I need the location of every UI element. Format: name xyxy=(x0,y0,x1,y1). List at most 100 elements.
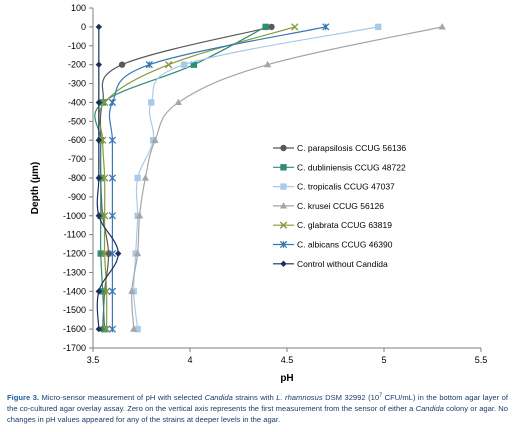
y-tick-label: -1300 xyxy=(63,267,86,277)
data-point xyxy=(102,287,111,296)
data-point xyxy=(151,136,159,143)
data-point xyxy=(148,99,155,106)
data-point xyxy=(279,221,288,229)
data-point xyxy=(180,61,188,68)
y-tick-label: -900 xyxy=(68,192,86,202)
data-point xyxy=(130,325,138,332)
data-point xyxy=(279,202,288,209)
data-point xyxy=(280,260,287,267)
data-point xyxy=(128,287,136,294)
series-line xyxy=(108,26,326,330)
data-point xyxy=(374,23,382,31)
data-point xyxy=(95,174,103,182)
y-tick-label: -400 xyxy=(68,97,86,107)
y-tick-label: -1700 xyxy=(63,343,86,353)
data-point xyxy=(438,23,446,30)
data-point xyxy=(134,249,142,257)
data-point xyxy=(145,61,153,69)
x-tick-label: 3.5 xyxy=(87,355,100,365)
y-tick-label: -600 xyxy=(68,135,86,145)
data-point xyxy=(108,249,117,258)
data-point xyxy=(99,136,107,144)
caption-text: DSM 32992 (10 xyxy=(322,393,380,402)
data-point xyxy=(100,174,109,182)
data-point xyxy=(190,61,198,68)
y-tick-label: -1100 xyxy=(64,230,86,240)
data-point xyxy=(134,325,141,333)
series-line xyxy=(99,26,272,330)
data-point xyxy=(115,250,122,257)
data-point xyxy=(95,288,103,295)
y-tick-label: -1600 xyxy=(63,324,86,334)
caption-superscript: 7 xyxy=(379,392,383,399)
data-point xyxy=(280,164,287,171)
y-tick-label: -300 xyxy=(68,79,86,89)
data-point xyxy=(99,99,106,106)
y-tick-label: -800 xyxy=(68,173,86,183)
data-point xyxy=(322,23,330,31)
data-point xyxy=(291,23,299,31)
figure-caption: Figure 3. Micro-sensor measurement of pH… xyxy=(7,393,508,425)
data-point xyxy=(264,60,272,68)
series-line xyxy=(98,26,295,330)
data-point xyxy=(108,174,117,182)
y-tick-label: -700 xyxy=(68,154,86,164)
data-point xyxy=(135,211,144,219)
y-tick-label: -1200 xyxy=(63,249,86,259)
y-axis-ticks: 100 0 -100 -200 -300 -400 -500 -600 -700 -800 -900… xyxy=(63,3,93,353)
caption-italic: Candida xyxy=(204,393,233,402)
data-point xyxy=(108,136,117,144)
y-axis-title: Depth (µm) xyxy=(30,162,41,214)
x-axis-ticks: 3.5 4 4.5 5 5.5 xyxy=(87,348,488,365)
caption-text: colony or agar. No changes in pH values … xyxy=(7,403,508,424)
y-tick-label: -500 xyxy=(68,116,86,126)
legend-label: C. dubliniensis CCUG 48722 xyxy=(297,162,406,172)
y-tick-label: -200 xyxy=(68,60,86,70)
figure-label: Figure 3. xyxy=(7,393,40,402)
data-point xyxy=(100,98,109,107)
caption-italic: L. rhamnosus xyxy=(276,393,323,402)
y-tick-label: -100 xyxy=(68,41,86,51)
legend-label: C. albicans CCUG 46390 xyxy=(297,240,393,250)
data-point xyxy=(108,287,117,295)
y-tick-label: 0 xyxy=(81,22,86,32)
data-point xyxy=(101,325,108,333)
caption-text: CFU/mL) in the bottom agar layer of the … xyxy=(7,393,509,413)
data-point xyxy=(95,61,103,68)
x-tick-label: 4.5 xyxy=(281,355,294,365)
chart-series xyxy=(94,23,446,333)
data-point xyxy=(141,174,149,181)
legend-label: Control without Candida xyxy=(297,259,388,269)
legend-label: C. krusei CCUG 56126 xyxy=(297,201,384,211)
x-tick-label: 5.5 xyxy=(475,355,488,365)
legend-label: C. tropicalis CCUG 47037 xyxy=(297,182,395,192)
x-tick-label: 4 xyxy=(187,355,192,365)
data-point xyxy=(134,174,141,182)
data-point xyxy=(279,240,288,249)
data-point xyxy=(95,212,103,219)
data-point xyxy=(280,144,287,152)
y-tick-label: -1400 xyxy=(63,286,86,296)
chart-legend: C. parapsilosis CCUG 56136 C. dubliniensi… xyxy=(273,143,406,269)
y-tick-label: -1500 xyxy=(63,305,86,315)
data-point xyxy=(100,212,109,220)
caption-text: Micro-sensor measurement of pH with sele… xyxy=(39,393,205,402)
data-point xyxy=(108,98,117,107)
series-line xyxy=(131,26,443,330)
series-line xyxy=(133,26,379,330)
caption-italic: Candida xyxy=(415,403,444,413)
data-point xyxy=(108,212,117,220)
y-tick-label: 100 xyxy=(71,3,86,13)
y-tick-label: -1000 xyxy=(63,211,86,221)
data-point xyxy=(174,98,182,106)
legend-label: C. glabrata CCUG 63819 xyxy=(297,220,392,230)
data-point xyxy=(262,23,269,31)
data-point xyxy=(99,288,106,295)
data-point xyxy=(102,325,111,333)
data-point xyxy=(268,23,275,31)
data-point xyxy=(108,325,117,333)
data-point xyxy=(95,23,103,31)
series-line xyxy=(94,26,266,330)
x-tick-label: 5 xyxy=(381,355,386,365)
data-point xyxy=(95,99,103,106)
